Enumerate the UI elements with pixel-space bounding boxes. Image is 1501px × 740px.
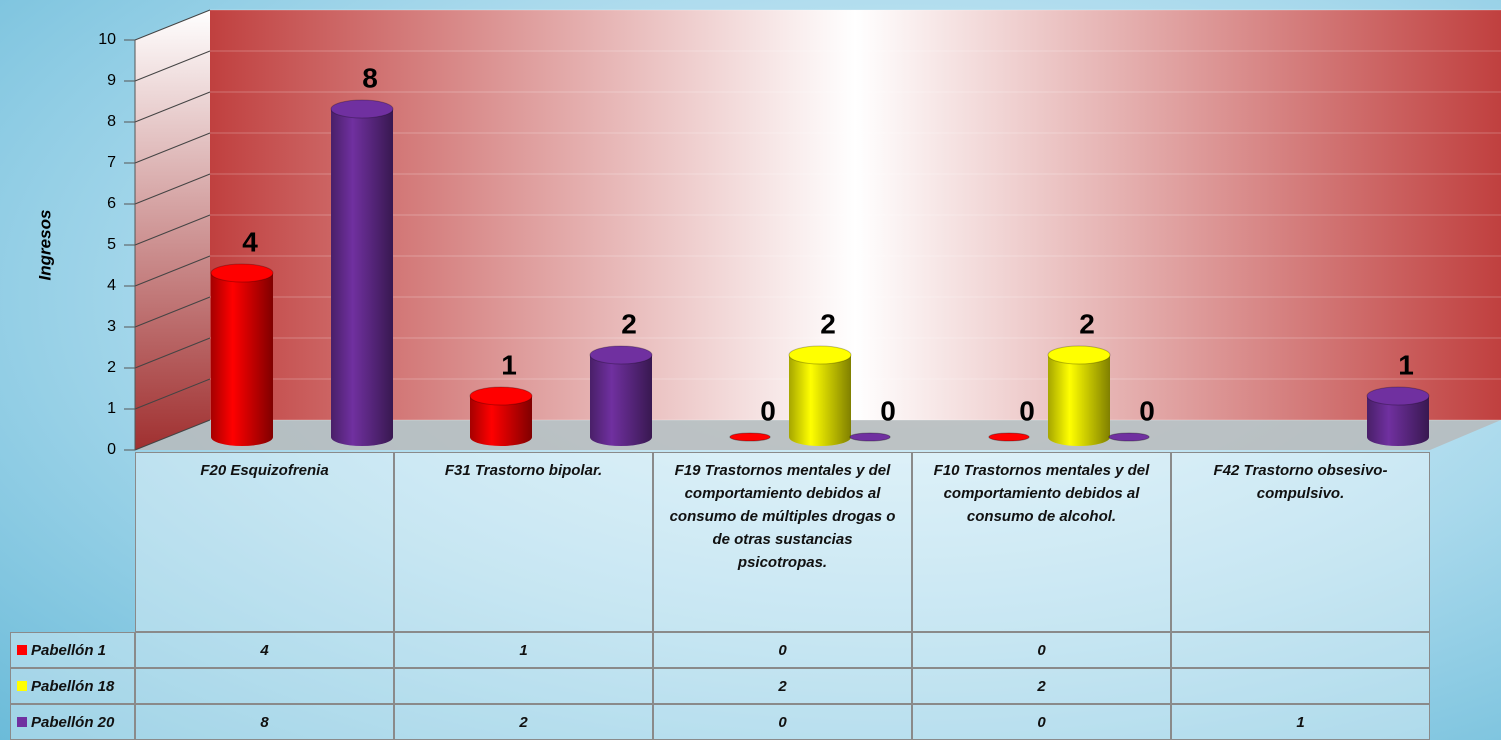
legend-swatch xyxy=(17,681,27,691)
value-label: 2 xyxy=(1079,308,1095,339)
y-tick-label: 7 xyxy=(107,154,116,171)
grid-line xyxy=(134,337,211,369)
series-header: Pabellón 1 xyxy=(10,632,135,668)
legend-label: Pabellón 1 xyxy=(31,641,107,659)
table-cell: 0 xyxy=(912,704,1171,740)
y-tick-label: 5 xyxy=(107,236,116,253)
y-tick-label: 9 xyxy=(107,72,116,89)
table-cell: 0 xyxy=(912,632,1171,668)
table-cell xyxy=(394,668,653,704)
bar xyxy=(849,432,891,442)
bar xyxy=(1108,432,1150,442)
table-cell: 0 xyxy=(653,704,912,740)
bar-shade xyxy=(331,109,393,446)
value-label: 4 xyxy=(242,226,258,257)
table-cell: 8 xyxy=(135,704,394,740)
bar-top xyxy=(210,263,274,283)
bar-shade xyxy=(211,273,273,446)
y-tick-label: 4 xyxy=(107,277,116,294)
table-cell: 1 xyxy=(394,632,653,668)
value-label: 0 xyxy=(1139,395,1155,426)
bar-shade xyxy=(1048,355,1110,446)
bar-top xyxy=(788,345,852,365)
bar-top xyxy=(1366,386,1430,406)
grid-line xyxy=(134,91,211,123)
value-label: 2 xyxy=(621,308,637,339)
series-header: Pabellón 20 xyxy=(10,704,135,740)
bar-top xyxy=(330,99,394,119)
legend-label: Pabellón 20 xyxy=(31,713,115,731)
category-header: F10 Trastornos mentales y del comportami… xyxy=(912,452,1171,632)
bar xyxy=(988,432,1030,442)
y-tick-label: 8 xyxy=(107,113,116,130)
y-tick-label: 3 xyxy=(107,318,116,335)
table-corner xyxy=(10,452,135,632)
table-cell: 2 xyxy=(394,704,653,740)
legend-label: Pabellón 18 xyxy=(31,677,115,695)
category-header: F20 Esquizofrenia xyxy=(135,452,394,632)
table-cell xyxy=(1171,632,1430,668)
bar-shade xyxy=(590,355,652,446)
bar-top xyxy=(469,386,533,406)
grid-line xyxy=(134,214,211,246)
value-label: 8 xyxy=(362,62,378,93)
y-tick-label: 1 xyxy=(107,400,116,417)
table-cell xyxy=(135,668,394,704)
bar-shade xyxy=(1367,396,1429,446)
table-cell: 2 xyxy=(653,668,912,704)
category-header: F31 Trastorno bipolar. xyxy=(394,452,653,632)
value-label: 2 xyxy=(820,308,836,339)
value-label: 0 xyxy=(880,395,896,426)
bar xyxy=(729,432,771,442)
bar-shade xyxy=(470,396,532,446)
value-label: 1 xyxy=(501,349,517,380)
category-header: F42 Trastorno obsesivo-compulsivo. xyxy=(1171,452,1430,632)
grid-line xyxy=(134,296,211,328)
grid-line xyxy=(134,9,211,41)
series-header: Pabellón 18 xyxy=(10,668,135,704)
bar-top xyxy=(1047,345,1111,365)
grid-line xyxy=(134,132,211,164)
table-cell: 2 xyxy=(912,668,1171,704)
category-header: F19 Trastornos mentales y del comportami… xyxy=(653,452,912,632)
y-tick-label: 6 xyxy=(107,195,116,212)
y-tick-label: 0 xyxy=(107,441,116,458)
grid-line xyxy=(134,173,211,205)
grid-line xyxy=(134,50,211,82)
value-label: 1 xyxy=(1398,349,1414,380)
back-wall xyxy=(210,10,1501,420)
y-tick-label: 2 xyxy=(107,359,116,376)
y-axis-label: Ingresos xyxy=(35,210,54,281)
table-cell: 1 xyxy=(1171,704,1430,740)
table-cell xyxy=(1171,668,1430,704)
bar-shade xyxy=(789,355,851,446)
grid-line xyxy=(134,419,211,451)
value-label: 0 xyxy=(1019,395,1035,426)
bar-top xyxy=(589,345,653,365)
legend-swatch xyxy=(17,645,27,655)
value-label: 0 xyxy=(760,395,776,426)
y-tick-label: 10 xyxy=(98,31,116,48)
grid-line xyxy=(134,255,211,287)
table-cell: 0 xyxy=(653,632,912,668)
legend-swatch xyxy=(17,717,27,727)
table-cell: 4 xyxy=(135,632,394,668)
grid-line xyxy=(134,378,211,410)
